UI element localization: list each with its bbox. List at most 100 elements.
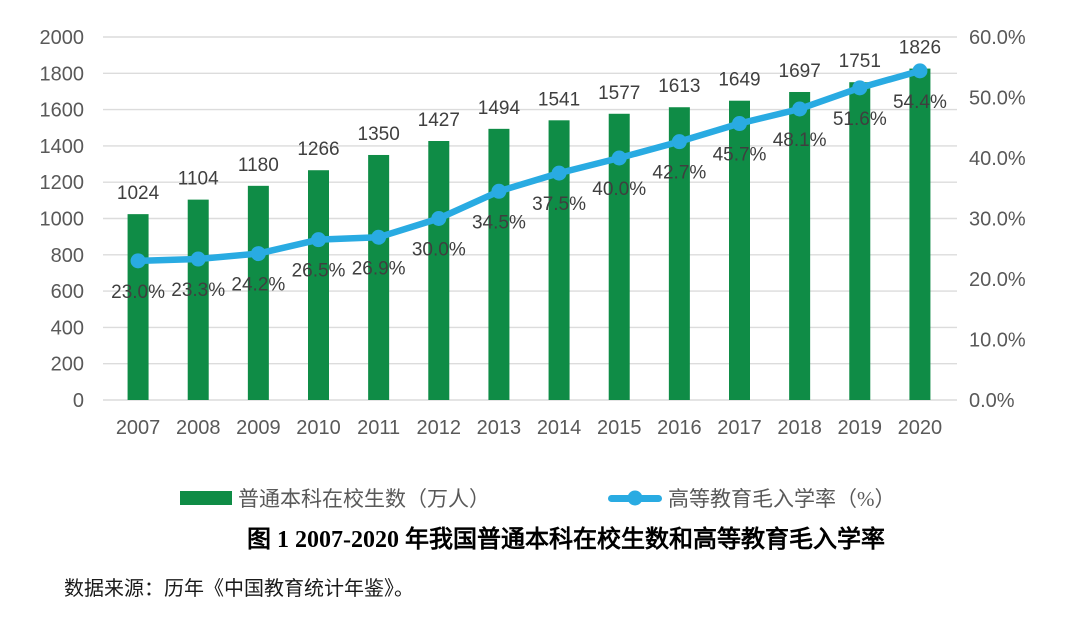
chart-title: 图 1 2007-2020 年我国普通本科在校生数和高等教育毛入学率 [247,527,885,553]
bar-value-label: 1427 [418,110,460,131]
line-percent-label: 51.6% [833,109,887,130]
bar-value-label: 1350 [358,124,400,145]
line-marker [311,232,326,248]
line-marker [852,80,868,96]
right-axis-tick-label: 10.0% [969,330,1026,352]
bar-value-label: 1104 [178,169,219,190]
left-axis-tick-label: 1000 [40,209,85,231]
bar [368,154,390,400]
x-axis-year-label: 2019 [838,417,883,439]
right-axis-tick-label: 40.0% [969,148,1026,170]
legend: 普通本科在校生数（万人） 高等教育毛入学率（%） [0,486,1080,511]
x-axis-year-label: 2015 [597,417,642,439]
left-axis-tick-label: 600 [51,281,84,303]
x-axis-year-label: 2011 [357,417,400,439]
bar [548,120,570,400]
line-percent-label: 23.3% [171,280,225,301]
line-percent-label: 30.0% [412,240,466,261]
line-percent-label: 26.5% [292,261,346,282]
line-series [134,67,924,265]
x-axis-year-label: 2010 [296,417,341,439]
left-axis-tick-label: 1400 [40,136,85,158]
bar-value-label: 1751 [839,51,881,72]
right-axis-tick-label: 0.0% [969,390,1015,412]
left-axis-tick-label: 400 [51,317,84,339]
line-percent-label: 45.7% [713,145,767,166]
x-axis-year-label: 2007 [116,417,161,439]
x-axis-year-label: 2016 [657,417,702,439]
source-note: 数据来源：历年《中国教育统计年鉴》。 [64,578,414,600]
bar-value-label: 1024 [117,183,160,204]
line-marker [130,253,146,269]
bar [668,107,690,400]
bar-value-label: 1577 [598,83,640,104]
left-axis-tick-label: 2000 [40,27,85,49]
bar [428,140,450,400]
bar-value-label: 1649 [718,70,760,91]
right-axis-tick-label: 20.0% [969,269,1026,291]
line-marker [732,116,747,132]
bar [127,214,149,400]
line-percent-label: 48.1% [773,130,827,151]
right-axis-tick-label: 50.0% [969,88,1026,110]
bar-value-label: 1180 [238,155,279,176]
bar-value-label: 1266 [297,139,339,160]
bar-value-label: 1494 [478,98,521,119]
bar-series-swatch-icon [180,491,232,505]
left-axis-tick-label: 1600 [40,100,85,122]
right-axis-tick-label: 30.0% [969,209,1026,231]
x-axis-year-label: 2008 [176,417,221,439]
bar [849,82,871,401]
line-series-swatch-icon [608,490,662,506]
line-marker [250,246,266,262]
left-axis-tick-label: 1200 [40,172,85,194]
line-percent-label: 34.5% [472,212,526,233]
line-percent-label: 40.0% [592,179,646,200]
line-percent-label: 54.4% [893,92,947,113]
x-axis-year-label: 2020 [898,417,943,439]
line-marker [611,150,627,166]
line-percent-label: 23.0% [111,282,165,303]
x-axis-year-label: 2014 [537,417,582,439]
line-marker [912,63,928,79]
bar-value-label: 1541 [538,89,580,110]
x-axis-year-label: 2012 [417,417,462,439]
line-marker [431,211,447,226]
bar-value-label: 1613 [658,76,700,97]
line-percent-label: 37.5% [532,194,586,215]
x-axis-year-label: 2013 [477,417,522,439]
left-axis-tick-label: 200 [51,354,84,376]
line-percent-label: 42.7% [652,163,706,184]
bar [247,185,269,400]
combo-bar-line-chart: 200018001600140012001000800600400200060.… [40,27,1026,439]
line-marker [792,101,808,117]
line-percent-label: 26.9% [352,258,406,279]
legend-item-enrollment-bars: 普通本科在校生数（万人） [180,486,490,511]
line-marker [190,251,206,267]
x-axis-year-label: 2017 [717,417,762,439]
line-swatch-marker-icon [627,490,643,506]
line-marker [551,165,567,181]
line-marker [491,183,507,199]
bar-value-label: 1697 [779,61,821,82]
bar [909,68,931,401]
bar [608,113,630,400]
legend-item-enrollment-rate-line: 高等教育毛入学率（%） [608,486,896,511]
x-axis-year-label: 2018 [777,417,822,439]
bar [187,199,209,400]
bar-value-label: 1826 [899,38,941,59]
bar [789,91,811,400]
bar [308,170,329,400]
bar [488,128,510,401]
bar [729,100,750,401]
line-percent-label: 24.2% [231,275,285,296]
left-axis-tick-label: 800 [51,245,84,267]
x-axis-year-label: 2009 [236,417,281,439]
left-axis-tick-label: 0 [73,390,84,412]
left-axis-tick-label: 1800 [40,63,85,85]
right-axis-tick-label: 60.0% [969,27,1026,49]
line-marker [371,229,387,245]
legend-label-enrollment-rate: 高等教育毛入学率（%） [668,487,896,511]
legend-label-enrollment: 普通本科在校生数（万人） [238,487,490,511]
